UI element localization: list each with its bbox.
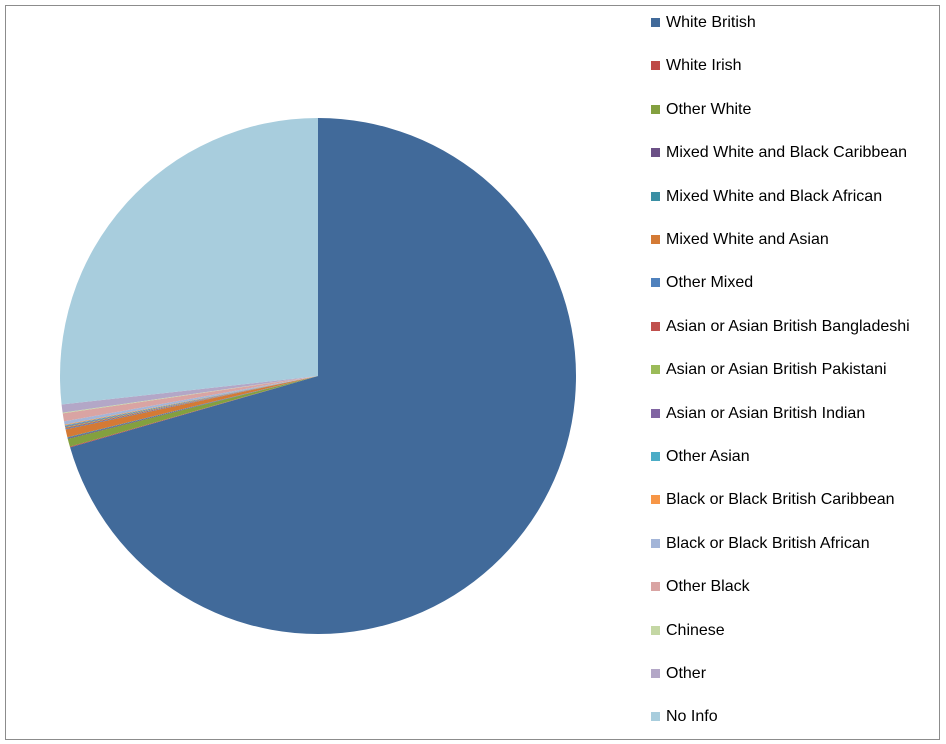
legend-swatch — [651, 148, 660, 158]
legend-item: Asian or Asian British Bangladeshi — [651, 318, 946, 335]
legend-swatch — [651, 625, 660, 635]
legend-swatch — [651, 321, 660, 331]
legend-label: Chinese — [666, 621, 725, 639]
chart-legend: White British White Irish Other White Mixed… — [651, 14, 946, 744]
pie-slice-chinese — [62, 376, 318, 414]
legend-label: White British — [666, 14, 756, 31]
legend-swatch — [651, 495, 660, 505]
legend-item: Other Black — [651, 578, 946, 595]
pie-slice-asian-or-asian-british-bangladeshi — [65, 376, 318, 429]
legend-swatch — [651, 235, 660, 244]
legend-item: White Irish — [651, 57, 946, 74]
pie-slice-other-white — [67, 376, 318, 447]
legend-swatch — [651, 365, 660, 375]
pie-slice-white-british — [70, 118, 577, 634]
legend-item: Black or Black British African — [651, 535, 946, 552]
pie-slice-mixed-white-and-black-caribbean — [67, 376, 318, 439]
pie-slice-no-info — [59, 118, 318, 405]
pie-slice-other-black — [62, 376, 318, 422]
legend-swatch — [651, 278, 660, 288]
legend-swatch — [651, 582, 660, 592]
pie-slice-other — [61, 376, 318, 413]
legend-swatch — [651, 104, 660, 114]
legend-swatch — [651, 408, 660, 418]
pie-slice-mixed-white-and-asian — [65, 376, 318, 438]
legend-swatch — [651, 712, 660, 722]
legend-item: No Info — [651, 708, 946, 725]
legend-label: Asian or Asian British Indian — [666, 404, 866, 422]
chart-frame: White British White Irish Other White Mixed… — [5, 5, 940, 740]
pie-slice-other-asian — [64, 376, 318, 427]
legend-label: Black or Black British Caribbean — [666, 491, 895, 509]
legend-label: No Info — [666, 708, 718, 726]
legend-label: Black or Black British African — [666, 534, 870, 552]
legend-swatch — [651, 538, 660, 548]
legend-label: Mixed White and Black African — [666, 187, 883, 205]
legend-item: Other Mixed — [651, 274, 946, 291]
pie-slice-asian-or-asian-british-indian — [64, 376, 318, 427]
legend-item: Mixed White and Asian — [651, 231, 946, 248]
legend-item: Other White — [651, 101, 946, 118]
legend-label: Other White — [666, 100, 752, 118]
pie-slice-white-irish — [69, 376, 318, 448]
pie-slice-black-or-black-british-african — [64, 376, 318, 425]
legend-item: Chinese — [651, 622, 946, 639]
legend-item: Asian or Asian British Pakistani — [651, 361, 946, 378]
legend-swatch — [651, 452, 660, 461]
legend-swatch — [651, 191, 660, 201]
pie-slice-asian-or-asian-british-pakistani — [65, 376, 318, 428]
legend-item: Asian or Asian British Indian — [651, 405, 946, 422]
legend-label: Asian or Asian British Bangladeshi — [666, 317, 910, 335]
legend-item: Other Asian — [651, 448, 946, 465]
pie-chart — [59, 118, 577, 634]
legend-label: Other — [666, 665, 707, 682]
pie-slice-black-or-black-british-caribbean — [64, 376, 318, 426]
legend-label: Other Black — [666, 578, 750, 596]
legend-label: White Irish — [666, 57, 742, 75]
legend-label: Mixed White and Asian — [666, 231, 829, 248]
legend-label: Other Mixed — [666, 274, 754, 292]
legend-item: Mixed White and Black African — [651, 188, 946, 205]
pie-slice-other-mixed — [65, 376, 318, 430]
pie-slice-mixed-white-and-black-african — [67, 376, 318, 439]
legend-label: Mixed White and Black Caribbean — [666, 144, 908, 162]
legend-item: White British — [651, 14, 946, 31]
legend-item: Other — [651, 665, 946, 682]
legend-swatch — [651, 669, 660, 678]
legend-item: Mixed White and Black Caribbean — [651, 144, 946, 161]
legend-item: Black or Black British Caribbean — [651, 491, 946, 508]
legend-label: Asian or Asian British Pakistani — [666, 361, 887, 379]
legend-label: Other Asian — [666, 448, 750, 465]
legend-swatch — [651, 18, 660, 27]
legend-swatch — [651, 61, 660, 71]
